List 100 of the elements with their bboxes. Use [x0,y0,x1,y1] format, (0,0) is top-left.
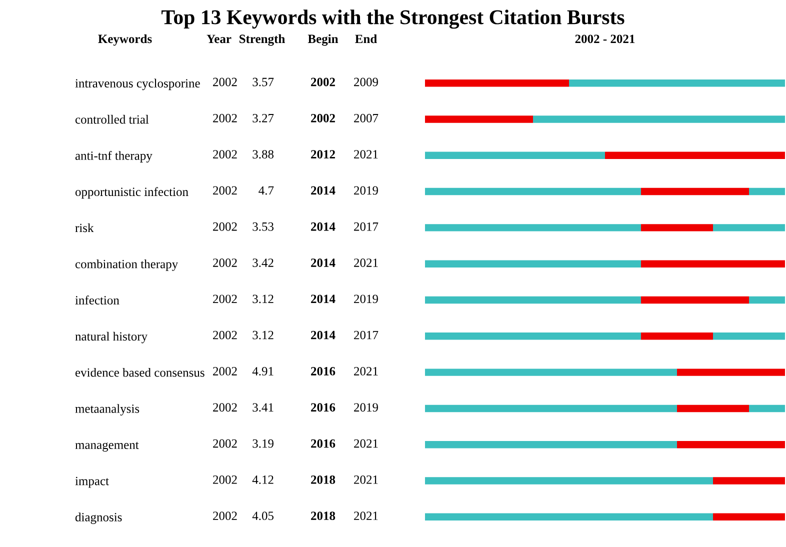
text: 2002 [213,258,237,267]
text: 2021 [354,150,378,159]
text: 3.27 [252,114,274,122]
y-tick-label: anti-tnf therapy [75,150,152,162]
text: 2002 [213,114,237,122]
bar [677,368,785,376]
y-tick-label: controlled trial [75,114,149,124]
bar [425,260,641,268]
text: 2014 [311,330,336,340]
bar [677,441,785,448]
text: 2017 [354,222,378,231]
text: 4.91 [252,367,274,376]
text: End [355,34,377,44]
bar [425,477,713,484]
bar [425,152,605,159]
bar [641,260,785,268]
text: 2002 [213,439,237,448]
text: 2012 [311,150,335,159]
text: 2021 [354,367,378,376]
text: 2021 [354,258,378,267]
bar [569,79,785,87]
text: 2014 [311,294,336,304]
text: Begin [308,34,338,46]
text: 2019 [354,186,378,195]
bar [641,296,749,304]
text: 2021 [354,512,378,520]
chart-title: Top 13 Keywords with the Strongest Citation Bursts [162,10,624,29]
bar [425,116,533,123]
text: 2016 [311,439,336,448]
y-axis-title: Keywords [98,34,152,46]
text: 2002 [213,330,237,340]
text: 2002 [213,150,237,159]
bar [749,296,785,304]
text: 2014 [311,186,336,195]
bar [713,224,785,232]
text: 2002 [213,222,237,231]
text: 2002 [311,114,335,122]
text: 2021 [354,475,378,484]
text: 3.12 [252,330,274,340]
text: 2002 [213,186,237,195]
text: 2018 [311,512,336,520]
text: 2002 [213,294,237,304]
text: 2014 [311,222,336,231]
bar [713,332,785,340]
bar [425,332,641,340]
text: 3.88 [252,150,274,159]
bar [425,441,677,448]
text: 4.12 [252,476,274,484]
text: 2002 [213,403,237,412]
text: 2021 [354,439,378,448]
text: 2002 [213,78,237,86]
text: 3.57 [252,78,274,86]
y-tick-label: diagnosis [75,512,122,524]
bar [425,79,569,87]
y-tick-label: natural history [75,332,148,344]
text: 2002 [311,78,335,86]
bar [425,368,677,376]
y-tick-label: impact [75,476,109,488]
bar [749,188,785,196]
text: 2009 [354,78,378,86]
text: 2019 [354,403,378,412]
text: 4.7 [258,186,274,195]
y-tick-label: management [75,442,139,452]
text: 2016 [311,367,336,376]
y-tick-label: infection [75,296,120,304]
text: 2002 [213,367,237,376]
bar [677,404,749,412]
y-tick-label: opportunistic infection [75,187,188,199]
y-tick-label: intravenous cyclosporine [75,78,200,90]
y-tick-label: risk [75,223,94,232]
y-tick-label: evidence based consensus [75,368,204,377]
text: 3.53 [252,222,274,231]
y-tick-label: combination therapy [75,260,178,271]
bar [713,513,785,521]
text: 2002 [213,512,237,520]
text: 3.42 [252,258,274,268]
text: Year [206,34,232,44]
bar [641,224,713,232]
text: 2016 [311,403,336,412]
bar [713,477,785,484]
text: 3.41 [252,403,274,412]
bar [425,404,677,412]
text: 3.12 [252,294,274,304]
bar [425,296,641,304]
bar [533,116,785,123]
bar [641,188,749,196]
text: 2018 [311,475,336,484]
text: 3.19 [252,439,274,448]
bar [749,404,785,412]
text: 2017 [354,330,378,340]
bar [641,332,713,340]
bar [425,188,641,196]
bar [425,513,713,521]
text: Strength [240,34,285,46]
text: 2002 [213,475,237,484]
bar [425,224,641,232]
x-axis-title: 2002 - 2021 [575,34,635,44]
text: 4.05 [252,512,274,520]
text: 2014 [311,258,336,267]
y-tick-label: metaanalysis [75,404,140,416]
